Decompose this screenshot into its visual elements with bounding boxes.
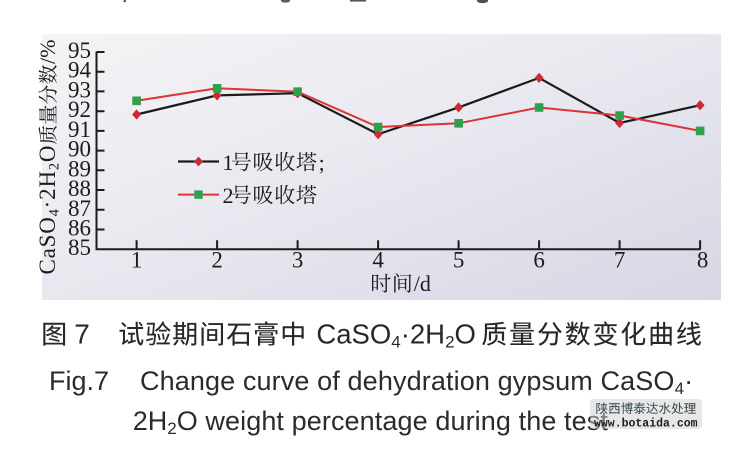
svg-text:5: 5: [453, 248, 465, 273]
svg-text:O: O: [455, 319, 476, 350]
svg-text:1: 1: [131, 248, 143, 273]
svg-text:4: 4: [675, 379, 684, 398]
svg-text:1: 1: [223, 150, 234, 175]
svg-text:2: 2: [211, 248, 223, 273]
svg-text:www.botaida.com: www.botaida.com: [594, 418, 698, 431]
svg-text:Change curve of dehydration gy: Change curve of dehydration gypsum CaSO: [140, 366, 674, 396]
svg-text:7: 7: [74, 319, 90, 350]
svg-text:;: ;: [319, 150, 325, 175]
svg-text:2: 2: [223, 183, 234, 208]
svg-text:CaSO: CaSO: [316, 319, 391, 350]
svg-text:87: 87: [68, 196, 91, 221]
svg-text:·: ·: [401, 319, 410, 350]
svg-text:/d: /d: [414, 271, 431, 296]
svg-text:85: 85: [68, 235, 91, 260]
svg-text:·: ·: [684, 366, 693, 396]
svg-text:94: 94: [68, 58, 92, 83]
svg-text:88: 88: [68, 176, 91, 201]
svg-text:8: 8: [697, 248, 709, 273]
svg-text:2H: 2H: [133, 406, 168, 436]
svg-text:CaSO: CaSO: [35, 216, 60, 274]
svg-text:4: 4: [372, 248, 384, 273]
svg-text:93: 93: [68, 77, 91, 102]
svg-text:2: 2: [445, 333, 454, 352]
svg-text:O weight percentage during the: O weight percentage during the test: [177, 406, 609, 436]
svg-text:Fig.7: Fig.7: [49, 366, 109, 396]
svg-text:2H: 2H: [410, 319, 445, 350]
svg-text:2: 2: [167, 419, 176, 438]
svg-text:3: 3: [292, 248, 304, 273]
svg-text:86: 86: [68, 216, 91, 241]
svg-text:/%: /%: [35, 40, 60, 64]
svg-text:O: O: [35, 145, 60, 162]
svg-text:2H: 2H: [35, 170, 60, 200]
svg-text:7: 7: [614, 248, 626, 273]
svg-text:89: 89: [68, 156, 91, 181]
svg-text:95: 95: [68, 38, 91, 63]
svg-text:4: 4: [391, 333, 400, 352]
svg-text:90: 90: [68, 137, 91, 162]
svg-text:92: 92: [68, 97, 91, 122]
svg-text:4: 4: [46, 208, 62, 216]
svg-text:2: 2: [46, 163, 62, 170]
svg-text:6: 6: [533, 248, 545, 273]
svg-text:91: 91: [68, 117, 91, 142]
svg-text:·: ·: [35, 201, 60, 209]
